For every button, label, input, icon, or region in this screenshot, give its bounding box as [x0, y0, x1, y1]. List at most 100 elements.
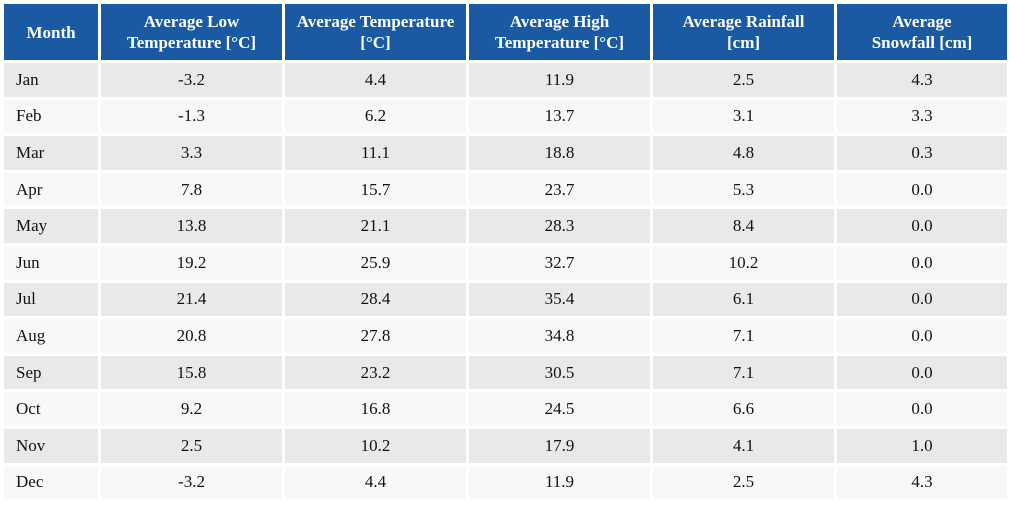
- table-row: Jun 19.2 25.9 32.7 10.2 0.0: [4, 245, 1007, 280]
- value-cell: 21.1: [285, 209, 466, 243]
- table-row: Nov 2.5 10.2 17.9 4.1 1.0: [4, 428, 1007, 463]
- header-cell: Average Snowfall [cm]: [837, 4, 1007, 60]
- value-cell: 0.0: [837, 392, 1007, 426]
- table-body: Jan -3.2 4.4 11.9 2.5 4.3 Feb -1.3 6.2 13.7 3.1 3.3…: [4, 63, 1007, 500]
- value-cell: 2.5: [101, 428, 282, 463]
- value-cell: 32.7: [469, 245, 650, 280]
- value-cell: 0.0: [837, 245, 1007, 280]
- value-cell: 3.3: [101, 136, 282, 170]
- value-cell: 1.0: [837, 428, 1007, 463]
- value-cell: 30.5: [469, 355, 650, 390]
- value-cell: 11.9: [469, 465, 650, 500]
- header-text: Average Temperature [°C]: [296, 12, 455, 52]
- header-row: Month Average Low Temperature [°C] Average…: [4, 4, 1007, 60]
- value-cell: 35.4: [469, 282, 650, 317]
- header-text: Average Low Temperature [°C]: [126, 12, 257, 52]
- value-cell: 6.1: [653, 282, 834, 317]
- month-cell: Mar: [4, 136, 98, 170]
- table-row: Aug 20.8 27.8 34.8 7.1 0.0: [4, 319, 1007, 353]
- value-cell: 0.0: [837, 355, 1007, 390]
- value-cell: 2.5: [653, 63, 834, 97]
- month-cell: Feb: [4, 99, 98, 134]
- value-cell: 27.8: [285, 319, 466, 353]
- value-cell: -3.2: [101, 63, 282, 97]
- value-cell: 6.6: [653, 392, 834, 426]
- value-cell: 9.2: [101, 392, 282, 426]
- value-cell: 4.1: [653, 428, 834, 463]
- table-row: Feb -1.3 6.2 13.7 3.1 3.3: [4, 99, 1007, 134]
- month-cell: Oct: [4, 392, 98, 426]
- value-cell: 10.2: [285, 428, 466, 463]
- table-row: May 13.8 21.1 28.3 8.4 0.0: [4, 209, 1007, 243]
- value-cell: 8.4: [653, 209, 834, 243]
- value-cell: 0.0: [837, 172, 1007, 207]
- table-row: Mar 3.3 11.1 18.8 4.8 0.3: [4, 136, 1007, 170]
- header-text: Average Snowfall [cm]: [871, 12, 973, 52]
- value-cell: 0.3: [837, 136, 1007, 170]
- month-cell: Jan: [4, 63, 98, 97]
- value-cell: 17.9: [469, 428, 650, 463]
- value-cell: 34.8: [469, 319, 650, 353]
- value-cell: 7.8: [101, 172, 282, 207]
- month-cell: Sep: [4, 355, 98, 390]
- value-cell: 21.4: [101, 282, 282, 317]
- table-row: Dec -3.2 4.4 11.9 2.5 4.3: [4, 465, 1007, 500]
- header-text: Month: [26, 22, 76, 42]
- month-cell: Jun: [4, 245, 98, 280]
- value-cell: 16.8: [285, 392, 466, 426]
- value-cell: 20.8: [101, 319, 282, 353]
- value-cell: -3.2: [101, 465, 282, 500]
- value-cell: 28.3: [469, 209, 650, 243]
- value-cell: 13.8: [101, 209, 282, 243]
- value-cell: 4.4: [285, 465, 466, 500]
- table-row: Jul 21.4 28.4 35.4 6.1 0.0: [4, 282, 1007, 317]
- climate-table: Month Average Low Temperature [°C] Average…: [1, 1, 1009, 502]
- value-cell: 7.1: [653, 355, 834, 390]
- value-cell: 4.8: [653, 136, 834, 170]
- month-cell: Apr: [4, 172, 98, 207]
- value-cell: 28.4: [285, 282, 466, 317]
- value-cell: 4.3: [837, 63, 1007, 97]
- month-cell: Jul: [4, 282, 98, 317]
- header-text: Average Rainfall [cm]: [682, 12, 805, 52]
- value-cell: 0.0: [837, 282, 1007, 317]
- month-cell: Nov: [4, 428, 98, 463]
- value-cell: 5.3: [653, 172, 834, 207]
- value-cell: 23.7: [469, 172, 650, 207]
- month-cell: May: [4, 209, 98, 243]
- table-row: Jan -3.2 4.4 11.9 2.5 4.3: [4, 63, 1007, 97]
- value-cell: -1.3: [101, 99, 282, 134]
- value-cell: 4.3: [837, 465, 1007, 500]
- value-cell: 0.0: [837, 319, 1007, 353]
- header-text: Average High Temperature [°C]: [494, 12, 625, 52]
- value-cell: 11.1: [285, 136, 466, 170]
- value-cell: 11.9: [469, 63, 650, 97]
- value-cell: 15.7: [285, 172, 466, 207]
- value-cell: 7.1: [653, 319, 834, 353]
- header-cell: Average High Temperature [°C]: [469, 4, 650, 60]
- header-cell: Average Temperature [°C]: [285, 4, 466, 60]
- table-row: Apr 7.8 15.7 23.7 5.3 0.0: [4, 172, 1007, 207]
- value-cell: 3.3: [837, 99, 1007, 134]
- table-row: Oct 9.2 16.8 24.5 6.6 0.0: [4, 392, 1007, 426]
- header-cell: Average Rainfall [cm]: [653, 4, 834, 60]
- value-cell: 4.4: [285, 63, 466, 97]
- value-cell: 15.8: [101, 355, 282, 390]
- value-cell: 18.8: [469, 136, 650, 170]
- table-row: Sep 15.8 23.2 30.5 7.1 0.0: [4, 355, 1007, 390]
- value-cell: 24.5: [469, 392, 650, 426]
- value-cell: 25.9: [285, 245, 466, 280]
- value-cell: 10.2: [653, 245, 834, 280]
- value-cell: 3.1: [653, 99, 834, 134]
- value-cell: 6.2: [285, 99, 466, 134]
- value-cell: 0.0: [837, 209, 1007, 243]
- month-cell: Dec: [4, 465, 98, 500]
- value-cell: 19.2: [101, 245, 282, 280]
- header-cell: Month: [4, 4, 98, 60]
- value-cell: 23.2: [285, 355, 466, 390]
- value-cell: 13.7: [469, 99, 650, 134]
- value-cell: 2.5: [653, 465, 834, 500]
- month-cell: Aug: [4, 319, 98, 353]
- header-cell: Average Low Temperature [°C]: [101, 4, 282, 60]
